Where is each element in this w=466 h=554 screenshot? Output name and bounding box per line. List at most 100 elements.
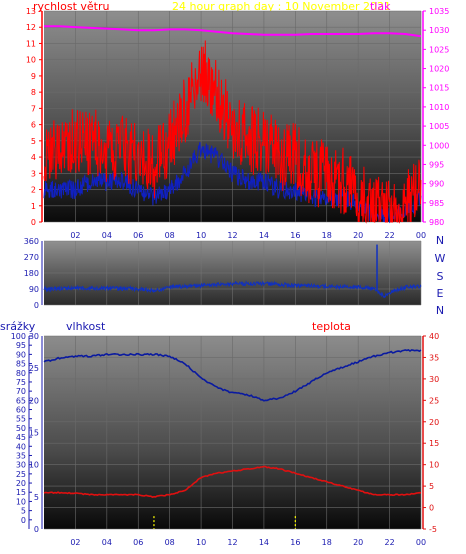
tick-label: 02 <box>70 538 80 547</box>
tick-label: 3 <box>31 169 36 178</box>
rain-axis: 0510152025303540455055606570758085909510… <box>11 332 32 529</box>
tick-label: 13 <box>26 7 36 16</box>
compass-direction: W <box>435 252 446 265</box>
pressure-line <box>44 25 422 38</box>
tick-label: 12 <box>227 538 237 547</box>
humidity-axis: 0 5 10 15 20 25 30 <box>29 332 43 534</box>
compass-direction: S <box>437 270 444 283</box>
bottom-time-axis: 02 04 06 08 10 12 14 16 18 20 22 00 <box>70 538 426 547</box>
tick-label: 22 <box>384 231 394 240</box>
tick-label: 25 <box>429 396 439 405</box>
humidity-label: vlhkost <box>66 320 106 333</box>
tick-label: 08 <box>165 538 175 547</box>
tick-label: 10 <box>29 461 39 470</box>
tick-label: 15 <box>29 429 39 438</box>
tick-label: 5 <box>31 137 36 146</box>
wind-speed-line <box>43 40 422 224</box>
wind-speed-label: rychlost větru <box>33 0 109 13</box>
tick-label: 85 <box>16 360 26 369</box>
compass-direction: N <box>436 234 444 247</box>
tick-label: 16 <box>290 231 300 240</box>
tick-label: 15 <box>429 439 439 448</box>
tick-label: -5 <box>429 525 437 534</box>
tick-label: 14 <box>259 538 269 547</box>
tick-label: 1025 <box>429 45 449 54</box>
tick-label: 2 <box>31 186 36 195</box>
tick-label: 65 <box>16 396 26 405</box>
humidity-line <box>43 349 422 402</box>
tick-label: 60 <box>16 406 26 415</box>
tick-label: 180 <box>24 269 39 278</box>
tick-label: 270 <box>24 253 39 262</box>
tick-label: 14 <box>259 231 269 240</box>
tick-label: 10 <box>196 231 206 240</box>
tick-label: 16 <box>290 538 300 547</box>
wind-pressure-series <box>43 25 422 224</box>
tick-label: 7 <box>31 104 36 113</box>
rain-label: srážky <box>0 320 36 333</box>
tick-label: 100 <box>11 332 26 341</box>
tick-label: 30 <box>429 375 439 384</box>
tick-label: 9 <box>31 72 36 81</box>
tick-label: 18 <box>322 538 332 547</box>
tick-label: 55 <box>16 415 26 424</box>
compass-direction: E <box>437 287 444 300</box>
tick-label: 00 <box>416 538 426 547</box>
tick-label: 20 <box>353 231 363 240</box>
tick-label: 04 <box>102 538 112 547</box>
wind-direction-axis: 0 90 180 270 360 <box>24 237 43 310</box>
tick-label: 10 <box>26 56 36 65</box>
humidity-temperature-grid <box>44 335 422 530</box>
wind-direction-series <box>43 244 422 299</box>
tick-label: 50 <box>16 424 26 433</box>
tick-label: 18 <box>322 231 332 240</box>
tick-label: 22 <box>384 538 394 547</box>
temperature-axis: -5 0 5 10 15 20 25 30 35 40 <box>422 332 439 534</box>
tick-label: 75 <box>16 378 26 387</box>
temperature-line <box>43 465 422 498</box>
tick-label: 1020 <box>429 65 449 74</box>
tick-label: 30 <box>29 332 39 341</box>
pressure-label: tlak <box>370 0 391 13</box>
tick-label: 25 <box>29 364 39 373</box>
tick-label: 0 <box>31 218 36 227</box>
tick-label: 45 <box>16 433 26 442</box>
tick-label: 980 <box>429 218 444 227</box>
tick-label: 70 <box>16 387 26 396</box>
tick-label: 1035 <box>429 7 449 16</box>
tick-label: 6 <box>31 121 36 130</box>
tick-label: 20 <box>429 418 439 427</box>
wind-direction-grid <box>44 240 422 306</box>
tick-label: 4 <box>31 153 36 162</box>
tick-label: 15 <box>16 488 26 497</box>
tick-label: 10 <box>16 497 26 506</box>
tick-label: 995 <box>429 160 444 169</box>
tick-label: 0 <box>429 504 434 513</box>
tick-label: 0 <box>34 525 39 534</box>
wind-direction-line <box>43 280 422 299</box>
tick-label: 10 <box>429 461 439 470</box>
tick-label: 00 <box>416 231 426 240</box>
tick-label: 35 <box>429 353 439 362</box>
tick-label: 06 <box>133 231 143 240</box>
tick-label: 1 <box>31 202 36 211</box>
tick-label: 5 <box>21 507 26 516</box>
tick-label: 40 <box>16 442 26 451</box>
tick-label: 06 <box>133 538 143 547</box>
tick-label: 08 <box>165 231 175 240</box>
tick-label: 95 <box>16 341 26 350</box>
tick-label: 0 <box>34 301 39 310</box>
tick-label: 1010 <box>429 103 449 112</box>
tick-label: 35 <box>16 451 26 460</box>
tick-label: 20 <box>16 479 26 488</box>
tick-label: 1030 <box>429 26 449 35</box>
tick-label: 30 <box>16 461 26 470</box>
humidity-temperature-series <box>43 349 422 529</box>
tick-label: 5 <box>429 482 434 491</box>
top-time-axis: 02 04 06 08 10 12 14 16 18 20 22 00 <box>70 231 426 240</box>
tick-label: 11 <box>26 39 36 48</box>
